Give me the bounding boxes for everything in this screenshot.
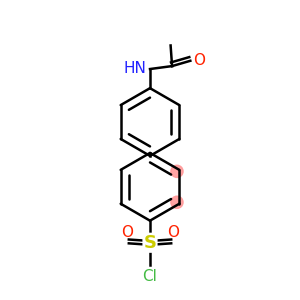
Text: Cl: Cl (142, 269, 158, 284)
Text: HN: HN (124, 61, 146, 76)
Circle shape (171, 165, 183, 177)
Circle shape (171, 196, 183, 208)
Text: O: O (121, 225, 133, 240)
Text: O: O (193, 53, 205, 68)
Text: O: O (167, 225, 179, 240)
Text: S: S (143, 234, 157, 252)
